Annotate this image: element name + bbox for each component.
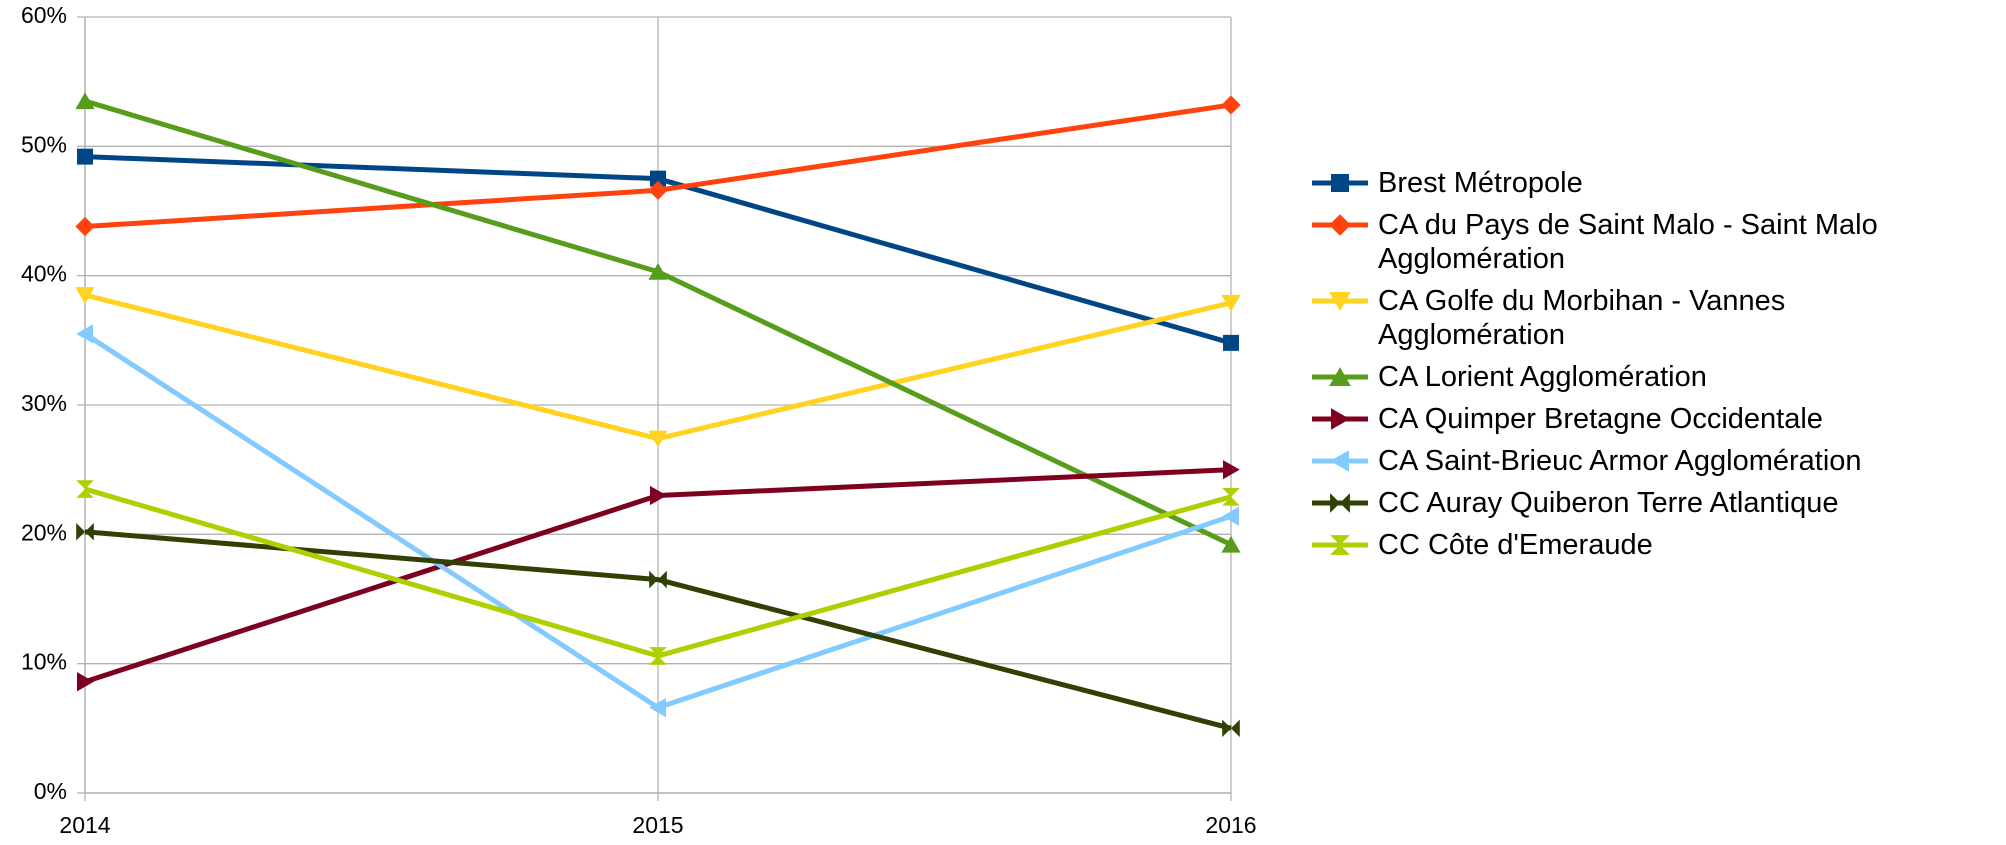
point-marker <box>648 430 668 448</box>
legend-label: CA Quimper Bretagne Occidentale <box>1378 403 1823 435</box>
point-marker <box>1222 719 1240 738</box>
legend-icon <box>1312 292 1368 311</box>
x-tick-label: 2016 <box>1205 812 1256 838</box>
point-marker <box>1223 460 1240 480</box>
y-tick-label: 0% <box>34 778 67 804</box>
legend-entry: CA Lorient Agglomération <box>1310 360 1978 394</box>
legend-label: CC Auray Quiberon Terre Atlantique <box>1378 487 1839 519</box>
x-tick-label: 2015 <box>632 812 683 838</box>
point-marker <box>77 148 93 165</box>
legend-entry: CA du Pays de Saint Malo - Saint Malo Ag… <box>1310 208 1978 276</box>
legend-label: CA du Pays de Saint Malo - Saint Malo Ag… <box>1378 209 1878 275</box>
legend-entry: CA Quimper Bretagne Occidentale <box>1310 402 1978 436</box>
legend-marker <box>1329 214 1351 236</box>
point-marker <box>76 324 93 344</box>
point-marker <box>76 480 94 498</box>
legend-icon <box>1312 493 1368 513</box>
legend-entry: CC Côte d'Emeraude <box>1310 528 1978 562</box>
legend-icon <box>1312 214 1368 236</box>
legend-marker <box>1329 367 1351 386</box>
legend-label: CA Lorient Agglomération <box>1378 361 1707 393</box>
y-tick-label: 20% <box>21 519 67 545</box>
legend-marker <box>1330 493 1350 513</box>
y-tick-label: 50% <box>21 131 67 157</box>
legend-marker <box>1330 450 1349 472</box>
point-marker <box>1222 488 1240 506</box>
legend: Brest Métropole CA du Pays de Saint Malo … <box>1310 166 2000 570</box>
legend-entry: Brest Métropole <box>1310 166 1978 200</box>
legend-marker <box>1330 535 1350 555</box>
legend-icon <box>1312 408 1368 430</box>
point-marker <box>649 570 667 589</box>
legend-icon <box>1312 535 1368 555</box>
point-marker <box>1222 506 1239 526</box>
legend-label: CA Saint-Brieuc Armor Agglomération <box>1378 445 1862 477</box>
legend-icon <box>1312 367 1368 386</box>
point-marker <box>1221 294 1241 312</box>
legend-entry: CC Auray Quiberon Terre Atlantique <box>1310 486 1978 520</box>
point-marker <box>650 485 667 506</box>
point-marker <box>649 698 666 718</box>
point-marker <box>649 647 667 665</box>
point-marker <box>75 92 95 110</box>
point-marker <box>76 522 94 541</box>
x-tick-label: 2014 <box>59 812 110 838</box>
y-tick-label: 60% <box>21 2 67 28</box>
legend-marker <box>1329 292 1351 311</box>
legend-label: CC Côte d'Emeraude <box>1378 529 1653 561</box>
legend-icon <box>1312 450 1368 472</box>
legend-marker <box>1331 174 1349 192</box>
point-marker <box>1221 95 1241 115</box>
point-marker <box>650 170 666 187</box>
legend-label: Brest Métropole <box>1378 167 1583 199</box>
y-tick-label: 10% <box>21 649 67 675</box>
point-marker <box>1221 535 1241 553</box>
legend-label: CA Golfe du Morbihan - Vannes Agglomérat… <box>1378 285 1786 351</box>
legend-entry: CA Saint-Brieuc Armor Agglomération <box>1310 444 1978 478</box>
point-marker <box>75 287 95 304</box>
legend-entry: CA Golfe du Morbihan - Vannes Agglomérat… <box>1310 284 1978 352</box>
point-marker <box>648 180 668 200</box>
point-marker <box>1223 334 1239 351</box>
point-marker <box>77 672 94 692</box>
point-marker <box>75 216 95 237</box>
y-tick-label: 40% <box>21 261 67 287</box>
legend-marker <box>1331 408 1350 430</box>
point-marker <box>648 262 668 280</box>
legend-icon <box>1312 174 1368 192</box>
y-tick-label: 30% <box>21 390 67 416</box>
